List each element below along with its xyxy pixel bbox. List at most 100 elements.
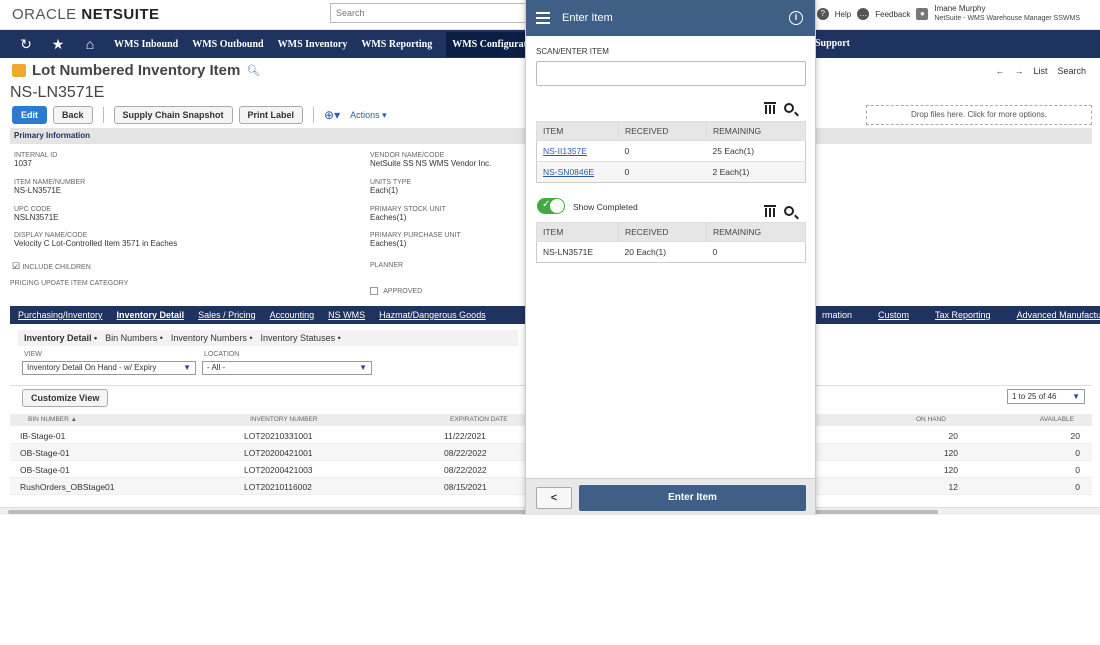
prev-record-icon[interactable]: ← — [995, 66, 1005, 76]
print-label-button[interactable]: Print Label — [238, 106, 304, 124]
columns-icon[interactable] — [764, 205, 776, 217]
subtab-inventory-statuses[interactable]: Inventory Statuses • — [260, 333, 341, 343]
help-link[interactable]: Help — [834, 9, 852, 19]
cell-expiration: 08/15/2021 — [444, 482, 487, 492]
tab-information[interactable]: rmation — [822, 310, 853, 320]
tab-ns-wms[interactable]: NS WMS — [328, 310, 366, 320]
cell-expiration: 08/22/2022 — [444, 448, 487, 458]
vendor-field: VENDOR NAME/CODE NetSuite SS NS WMS Vend… — [370, 152, 491, 168]
search-icon[interactable] — [784, 205, 794, 216]
cell-expiration: 11/22/2021 — [444, 431, 486, 441]
check-icon: ✓ — [542, 199, 551, 210]
nav-wms-inbound[interactable]: WMS Inbound — [114, 38, 179, 50]
scrollbar-thumb[interactable] — [8, 510, 938, 514]
feedback-link[interactable]: Feedback — [875, 9, 911, 19]
file-dropzone[interactable]: Drop files here. Click for more options. — [866, 105, 1092, 125]
page-range-select[interactable]: 1 to 25 of 46 ▼ — [1007, 389, 1085, 404]
search-icon[interactable] — [784, 102, 794, 113]
subtab-bin-numbers[interactable]: Bin Numbers • — [105, 333, 163, 343]
tab-tax-reporting[interactable]: Tax Reporting — [935, 310, 991, 320]
nav-wms-configuration[interactable]: WMS Configurati — [446, 31, 536, 57]
cell-available: 20 — [1070, 431, 1080, 441]
tab-purchasing-inventory[interactable]: Purchasing/Inventory — [18, 310, 103, 320]
tab-sales-pricing[interactable]: Sales / Pricing — [198, 310, 256, 320]
table-row[interactable]: NS-II1357E 0 25 Each(1) — [536, 140, 806, 162]
col-received[interactable]: RECEIVED — [618, 222, 707, 242]
feedback-icon[interactable]: … — [857, 8, 870, 20]
col-item[interactable]: ITEM — [536, 222, 619, 242]
page-title: Lot Numbered Inventory Item 🔍︎ — [12, 62, 260, 79]
nav-wms-inventory[interactable]: WMS Inventory — [277, 38, 348, 50]
table-row[interactable]: NS-LN3571E 20 Each(1) 0 — [536, 241, 806, 263]
col-expiration-date[interactable]: EXPIRATION DATE — [450, 416, 508, 423]
user-menu[interactable]: Imane Murphy NetSuite - WMS Warehouse Ma… — [934, 4, 1080, 24]
item-link[interactable]: NS-II1357E — [543, 146, 587, 156]
recent-icon[interactable]: ↻ — [20, 35, 32, 52]
field-label: INTERNAL ID — [14, 152, 58, 159]
item-link[interactable]: NS-SN0846E — [543, 167, 595, 177]
search-icon[interactable]: 🔍︎ — [246, 65, 261, 77]
enter-item-panel: Enter Item i SCAN/ENTER ITEM ITEM RECEIV… — [525, 0, 816, 515]
user-avatar-icon[interactable]: ● — [916, 8, 929, 20]
col-item[interactable]: ITEM — [536, 121, 619, 141]
home-icon[interactable]: ⌂ — [85, 36, 95, 52]
customize-view-button[interactable]: Customize View — [22, 389, 109, 407]
back-button[interactable]: < — [536, 487, 572, 509]
nav-wms-outbound[interactable]: WMS Outbound — [192, 38, 264, 50]
cell-on-hand: 120 — [943, 465, 958, 475]
chevron-down-icon: ▼ — [359, 363, 367, 372]
search-link[interactable]: Search — [1057, 66, 1086, 76]
view-label: VIEW — [24, 351, 42, 358]
next-record-icon[interactable]: → — [1014, 66, 1024, 76]
subtab-inventory-numbers[interactable]: Inventory Numbers • — [170, 333, 253, 343]
col-bin-number[interactable]: BIN NUMBER ▲ — [28, 416, 78, 423]
show-completed-toggle[interactable]: ✓ — [537, 198, 565, 214]
col-inventory-number[interactable]: INVENTORY NUMBER — [250, 416, 318, 423]
field-value: Eaches(1) — [370, 239, 407, 248]
help-icon[interactable]: ? — [816, 8, 829, 20]
tab-advanced-manufacturing[interactable]: Advanced Manufacturing — [1016, 310, 1100, 320]
cell-received: 20 Each(1) — [618, 241, 707, 263]
approved-checkbox[interactable] — [370, 286, 378, 295]
panel-footer: < Enter Item — [526, 478, 815, 515]
item-record-icon — [12, 64, 26, 77]
tab-hazmat[interactable]: Hazmat/Dangerous Goods — [379, 310, 486, 320]
table-row[interactable]: NS-SN0846E 0 2 Each(1) — [536, 161, 806, 183]
tab-custom[interactable]: Custom — [878, 310, 910, 320]
actions-menu[interactable]: Actions ▾ — [350, 109, 387, 120]
col-received[interactable]: RECEIVED — [618, 121, 707, 141]
edit-button[interactable]: Edit — [12, 106, 47, 124]
field-label: PRIMARY PURCHASE UNIT — [370, 232, 461, 239]
record-id: NS-LN3571E — [10, 84, 105, 101]
col-available[interactable]: AVAILABLE — [1039, 416, 1074, 423]
col-remaining[interactable]: REMAINING — [706, 222, 806, 242]
new-record-icon[interactable]: ⊕▾ — [324, 108, 341, 122]
netsuite-screen: ORACLE NETSUITE ? Help … Feedback ● Iman… — [0, 0, 1100, 515]
tab-accounting[interactable]: Accounting — [269, 310, 315, 320]
page-title-text: Lot Numbered Inventory Item — [32, 62, 241, 79]
oracle-netsuite-logo[interactable]: ORACLE NETSUITE — [12, 6, 160, 23]
nav-support[interactable]: Support — [815, 38, 851, 49]
include-children-checkbox[interactable]: ☑ — [12, 261, 21, 271]
global-search-input[interactable] — [330, 3, 530, 23]
location-select[interactable]: - All - ▼ — [202, 361, 372, 375]
star-icon[interactable]: ★ — [51, 35, 65, 52]
location-select-value: - All - — [207, 363, 226, 372]
col-on-hand[interactable]: ON HAND — [916, 416, 946, 423]
tab-inventory-detail[interactable]: Inventory Detail — [116, 310, 185, 320]
field-label: INCLUDE CHILDREN — [22, 264, 91, 271]
panel-header: Enter Item i — [526, 0, 815, 36]
list-link[interactable]: List — [1033, 66, 1048, 76]
nav-wms-reporting[interactable]: WMS Reporting — [361, 38, 433, 50]
info-icon[interactable]: i — [789, 11, 803, 25]
cell-inventory-number: LOT20200421001 — [244, 448, 313, 458]
col-remaining[interactable]: REMAINING — [706, 121, 806, 141]
menu-icon[interactable] — [536, 12, 550, 24]
view-select[interactable]: Inventory Detail On Hand - w/ Expiry ▼ — [22, 361, 196, 375]
subtab-inventory-detail[interactable]: Inventory Detail • — [24, 333, 98, 343]
columns-icon[interactable] — [764, 102, 776, 114]
back-button[interactable]: Back — [53, 106, 93, 124]
supply-chain-snapshot-button[interactable]: Supply Chain Snapshot — [113, 106, 233, 124]
enter-item-button[interactable]: Enter Item — [579, 485, 806, 511]
scan-item-input[interactable] — [536, 61, 806, 86]
